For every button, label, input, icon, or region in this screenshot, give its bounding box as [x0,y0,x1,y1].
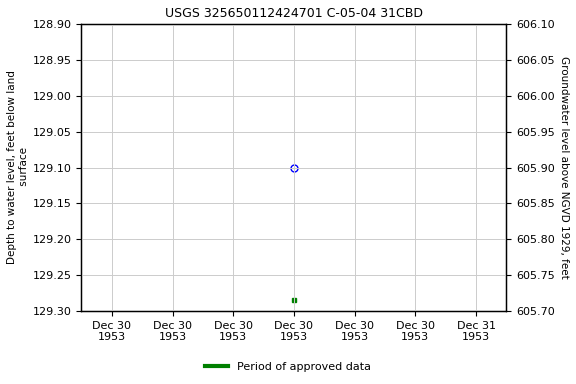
Title: USGS 325650112424701 C-05-04 31CBD: USGS 325650112424701 C-05-04 31CBD [165,7,423,20]
Y-axis label: Depth to water level, feet below land
 surface: Depth to water level, feet below land su… [7,71,29,265]
Y-axis label: Groundwater level above NGVD 1929, feet: Groundwater level above NGVD 1929, feet [559,56,569,279]
Legend: Period of approved data: Period of approved data [201,358,375,377]
